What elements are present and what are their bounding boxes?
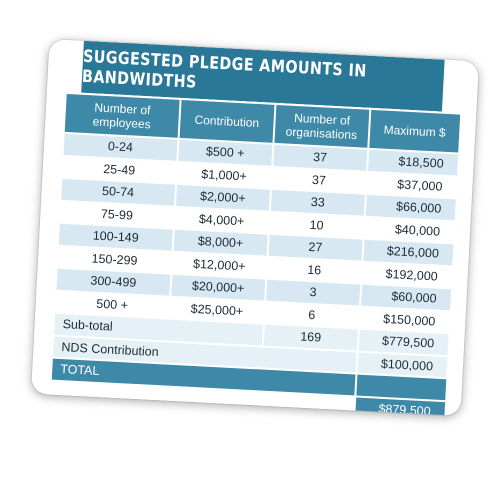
header-contribution: Contribution — [178, 98, 276, 144]
pledge-table: Number of employees Contribution Number … — [49, 92, 463, 417]
header-employees: Number of employees — [63, 92, 181, 139]
pledge-table-wrap: Number of employees Contribution Number … — [49, 91, 463, 417]
header-maximum: Maximum $ — [368, 108, 462, 154]
header-organisations: Number of organisations — [273, 103, 371, 149]
pledge-card: SUGGESTED PLEDGE AMOUNTS IN BANDWIDTHS N… — [31, 38, 479, 417]
